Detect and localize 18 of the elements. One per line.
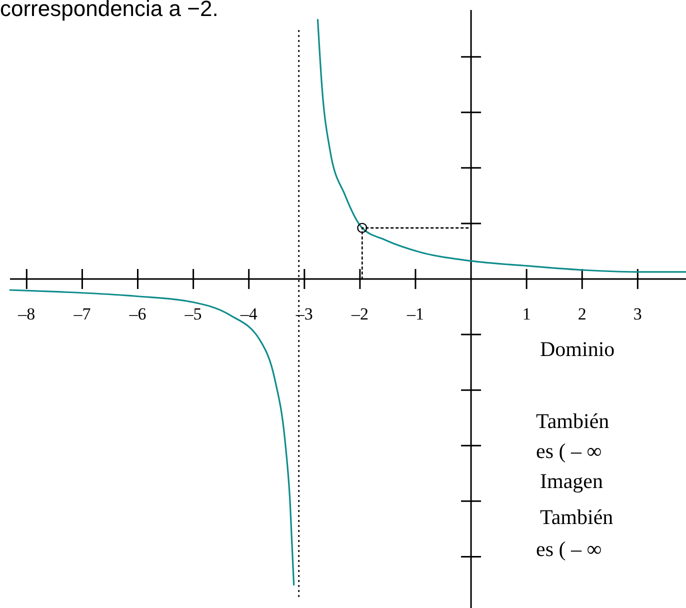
x-tick-label: –1 [406,304,424,324]
x-tick-label: 2 [578,304,586,324]
annotation: También [540,505,614,529]
annotation: correspondencia a −2. [0,0,218,21]
x-tick-label: –5 [184,304,202,324]
x-tick-label: 1 [522,304,531,324]
annotation: Dominio [540,337,615,361]
annotation: También [536,409,610,433]
x-tick-label: 3 [633,304,642,324]
x-tick-label: –3 [294,304,313,324]
x-tick-label: –7 [72,304,92,324]
annotation: es ( – ∞ [536,439,602,463]
annotation: es ( – ∞ [536,537,602,561]
x-tick-label: –2 [350,304,368,324]
x-tick-label: –6 [128,304,146,324]
x-tick-label: –4 [239,304,258,324]
annotation: Imagen [540,469,604,493]
x-tick-label: –8 [17,304,36,324]
